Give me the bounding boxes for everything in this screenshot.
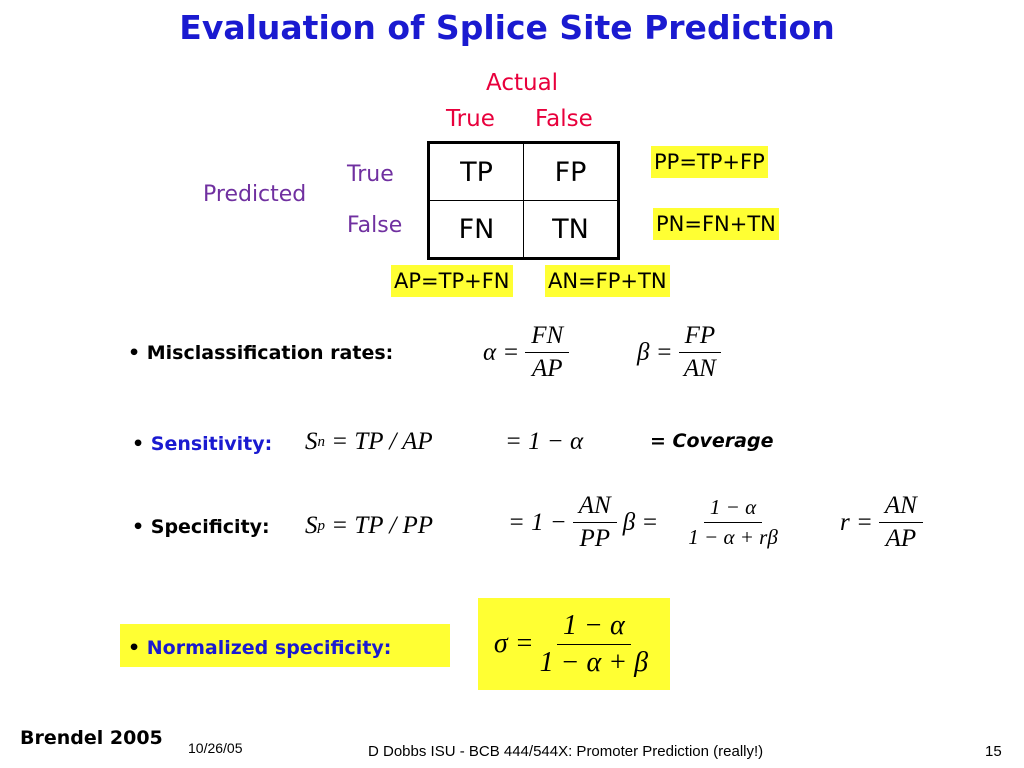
lhs: σ =: [493, 628, 534, 659]
lhs: = 1 −: [508, 508, 567, 536]
den: 1 − α + β: [539, 646, 649, 678]
den: 1 − α + rβ: [688, 525, 778, 549]
pn-sum: PN=FN+TN: [653, 208, 779, 240]
cell: TN: [523, 200, 619, 259]
den: AN: [683, 355, 716, 382]
sub: p: [317, 517, 326, 534]
specificity-label: Specificity:: [132, 516, 270, 538]
page-number: 15: [985, 743, 1002, 760]
actual-true: True: [446, 106, 495, 132]
den: PP: [579, 525, 610, 552]
ap-sum: AP=TP+FN: [391, 265, 513, 297]
rhs: = TP / PP: [331, 512, 434, 539]
sensitivity-second: = 1 − α: [505, 428, 584, 455]
an-sum: AN=FP+TN: [545, 265, 670, 297]
date: 10/26/05: [188, 740, 243, 756]
num: 1 − α: [703, 495, 763, 523]
normalized-label: Normalized specificity:: [120, 624, 450, 667]
cell: TP: [428, 142, 524, 201]
lhs: β =: [622, 508, 659, 536]
lhs: r =: [840, 508, 873, 536]
actual-false: False: [535, 106, 593, 132]
num: AN: [878, 492, 923, 523]
num: FP: [678, 322, 722, 353]
den: AP: [531, 355, 563, 382]
misclassification-label: Misclassification rates:: [128, 342, 393, 364]
sensitivity-label: Sensitivity:: [132, 433, 272, 455]
rhs: = TP / AP: [331, 428, 433, 455]
source: D Dobbs ISU - BCB 444/544X: Promoter Pre…: [368, 743, 764, 760]
pp-sum: PP=TP+FP: [651, 146, 768, 178]
coverage-note: = Coverage: [650, 430, 774, 452]
author: Brendel 2005: [20, 727, 163, 749]
num: 1 − α: [557, 610, 631, 645]
cell: FP: [523, 142, 619, 201]
predicted-true: True: [347, 162, 394, 187]
title: Evaluation of Splice Site Prediction: [179, 8, 835, 47]
den: AP: [885, 525, 917, 552]
cell: FN: [428, 200, 524, 259]
predicted-false: False: [347, 213, 403, 238]
symbol: S: [305, 512, 318, 539]
lhs: β =: [637, 338, 673, 366]
confusion-matrix: TP FP FN TN: [427, 141, 620, 260]
num: AN: [572, 492, 617, 523]
lhs: α =: [483, 338, 520, 366]
alpha-formula: α = FN AP: [483, 322, 575, 383]
num: FN: [525, 322, 570, 353]
symbol: S: [305, 428, 318, 455]
actual-label: Actual: [486, 70, 559, 96]
r-formula: r = AN AP: [840, 492, 929, 553]
beta-formula: β = FP AN: [637, 322, 727, 383]
predicted-label: Predicted: [203, 182, 307, 207]
sub: n: [317, 433, 326, 450]
